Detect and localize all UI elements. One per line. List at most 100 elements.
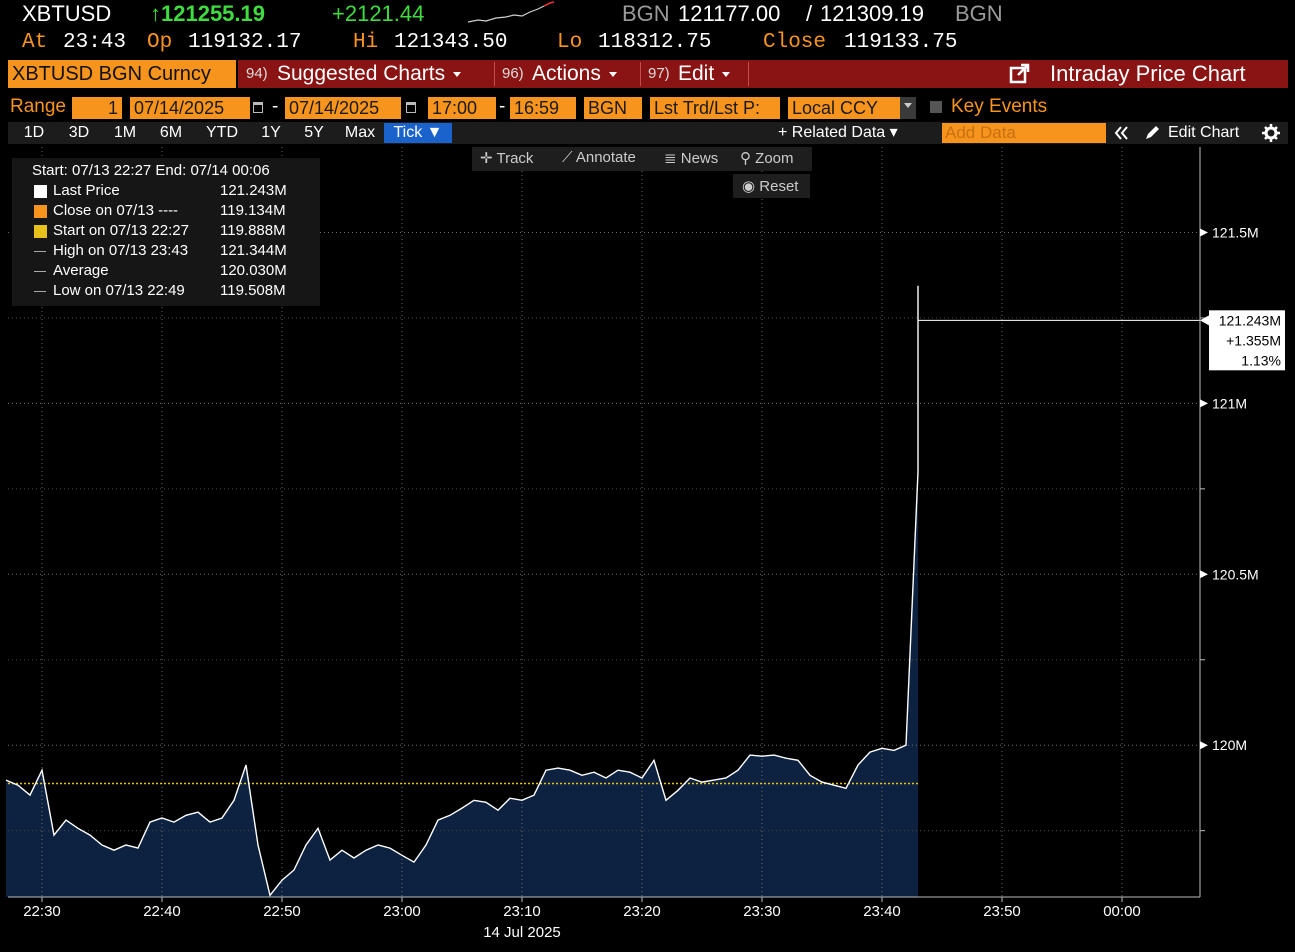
last-price-label: 121.243M <box>1219 312 1281 328</box>
range-label: Range <box>10 96 66 117</box>
last-price-label: +1.355M <box>1226 332 1281 348</box>
x-tick-label: 23:10 <box>503 903 541 920</box>
sparkline <box>467 1 555 23</box>
chart-tool-label: Zoom <box>755 150 794 167</box>
legend-name: High on 07/13 23:43 <box>53 242 189 259</box>
period-button[interactable]: 6M <box>159 124 183 141</box>
ask-source: BGN <box>955 1 1003 26</box>
chart-tool-label: Track <box>496 150 534 167</box>
security-box[interactable]: XBTUSD BGN Curncy <box>8 60 236 88</box>
legend: Start: 07/13 22:27 End: 07/14 00:06 Last… <box>12 158 320 306</box>
end-time[interactable]: 16:59 <box>510 97 576 119</box>
menu-divider <box>748 62 749 86</box>
popout-icon[interactable] <box>1008 63 1032 85</box>
period-button[interactable]: Max <box>344 124 376 141</box>
period-button[interactable]: 1D <box>23 124 45 141</box>
x-tick-label: 23:20 <box>623 903 661 920</box>
legend-value: 121.344M <box>220 242 287 259</box>
pricing-source[interactable]: BGN <box>584 97 642 119</box>
chart-tool[interactable]: ⟋ Annotate <box>562 149 636 166</box>
chart-tool[interactable]: ⚲ Zoom <box>740 150 794 167</box>
legend-header: Start: 07/13 22:27 End: 07/14 00:06 <box>32 162 270 179</box>
menu-divider <box>640 62 641 86</box>
calendar-icon[interactable] <box>253 102 263 113</box>
legend-value: 121.243M <box>220 182 287 199</box>
period-button[interactable]: YTD <box>206 124 238 141</box>
dropdown-button[interactable] <box>900 97 916 119</box>
legend-glyph <box>34 291 46 292</box>
range-input[interactable]: 1 <box>72 97 122 119</box>
chart-tool[interactable]: ✛ Track <box>480 150 534 167</box>
start-time[interactable]: 17:00 <box>428 97 496 119</box>
menu-item[interactable]: Edit <box>678 60 731 88</box>
stat-label: Lo <box>557 31 583 54</box>
price-area <box>6 285 918 897</box>
bid: 121177.00 <box>678 1 781 26</box>
last-price-label: 1.13% <box>1241 352 1281 368</box>
period-button[interactable]: Tick ▼ <box>384 123 452 143</box>
menu-item[interactable]: Suggested Charts <box>277 60 462 88</box>
y-tick-mark <box>1200 570 1208 579</box>
legend-value: 120.030M <box>220 262 287 279</box>
checkbox[interactable] <box>930 101 942 113</box>
chart-tool-label: Annotate <box>575 149 636 166</box>
period-button[interactable]: 1Y <box>261 124 281 141</box>
period-button[interactable]: 3D <box>68 124 90 141</box>
date-label: 14 Jul 2025 <box>483 924 561 941</box>
stat-label: Op <box>147 31 173 54</box>
menu-item-label: Actions <box>532 62 601 85</box>
field-select[interactable]: Lst Trd/Lst P: <box>650 97 780 119</box>
add-data-input[interactable]: Add Data <box>942 123 1106 143</box>
legend-swatch <box>34 205 47 218</box>
start-date[interactable]: 07/14/2025 <box>130 97 250 119</box>
last-price-box <box>1209 310 1285 371</box>
price-line <box>5 285 919 897</box>
y-tick-mark <box>1200 228 1208 237</box>
chart-tools-bar <box>472 147 812 171</box>
separator: / <box>806 1 813 26</box>
last-price: ↑121255.19 <box>150 1 265 26</box>
chart-tool-label: Reset <box>759 178 799 195</box>
settings-icon[interactable] <box>1262 124 1280 142</box>
menu-item-label: Edit <box>678 62 715 85</box>
legend-value: 119.888M <box>220 222 286 239</box>
x-tick-label: 00:00 <box>1103 903 1141 920</box>
stat-value: 118312.75 <box>598 31 712 54</box>
key-events-label: Key Events <box>951 96 1048 117</box>
x-tick-label: 23:30 <box>743 903 781 920</box>
period-button[interactable]: 5Y <box>304 124 324 141</box>
period-button[interactable]: 1M <box>113 124 137 141</box>
menu-code: 97) <box>648 65 670 82</box>
ask: 121309.19 <box>820 1 924 26</box>
menu-divider <box>494 62 495 86</box>
stat-label: Hi <box>353 31 379 54</box>
bid-source: BGN <box>622 1 670 26</box>
legend-name: Average <box>53 262 109 279</box>
legend-value: 119.134M <box>220 202 286 219</box>
chart-tool[interactable]: ◉ Reset <box>742 178 799 195</box>
legend-value: 119.508M <box>220 282 286 299</box>
menu-code: 94) <box>246 65 268 82</box>
menu-item[interactable]: Actions <box>532 60 617 88</box>
related-data[interactable]: + Related Data ▾ <box>778 124 898 141</box>
x-tick-label: 22:40 <box>143 903 181 920</box>
chart-tool[interactable]: ≣ News <box>664 150 719 167</box>
end-date[interactable]: 07/14/2025 <box>285 97 401 119</box>
date-dash: - <box>272 96 279 117</box>
ticker: XBTUSD <box>22 1 112 26</box>
menu-code: 96) <box>502 65 524 82</box>
stat-value: 23:43 <box>63 31 127 54</box>
edit-chart[interactable]: Edit Chart <box>1168 124 1240 141</box>
function-title: Intraday Price Chart <box>1050 61 1246 86</box>
collapse-icon[interactable] <box>1114 125 1130 141</box>
pencil-icon <box>1146 126 1159 139</box>
reset-button[interactable] <box>733 174 810 198</box>
currency-select[interactable]: Local CCY <box>788 97 900 119</box>
chart-tool-label: News <box>680 150 719 167</box>
legend-swatch <box>34 185 47 198</box>
x-tick-label: 22:50 <box>263 903 301 920</box>
calendar-icon[interactable] <box>406 102 416 113</box>
